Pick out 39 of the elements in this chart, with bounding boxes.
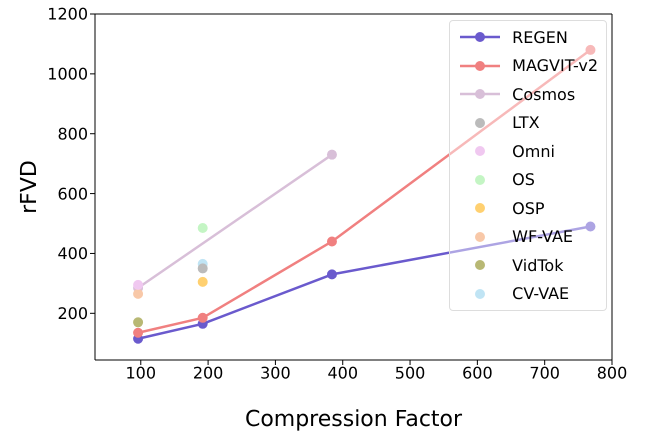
legend-label: OSP bbox=[512, 198, 545, 218]
x-tick-label: 700 bbox=[529, 363, 560, 382]
legend-label: LTX bbox=[512, 113, 540, 132]
point bbox=[326, 236, 337, 246]
x-tick-label: 400 bbox=[327, 363, 358, 382]
point bbox=[133, 288, 144, 299]
point bbox=[198, 263, 208, 274]
x-tick-label: 200 bbox=[192, 363, 224, 382]
x-tick-label: 600 bbox=[462, 363, 493, 382]
point bbox=[198, 312, 208, 323]
legend-label: WF-VAE bbox=[512, 227, 574, 246]
y-tick-label: 1000 bbox=[47, 64, 88, 84]
legend-label: MAGVIT-v2 bbox=[512, 56, 598, 76]
y-tick-label: 400 bbox=[57, 244, 88, 264]
y-tick-label: 800 bbox=[57, 124, 88, 144]
point bbox=[326, 269, 337, 280]
point bbox=[133, 317, 144, 328]
point bbox=[585, 44, 596, 55]
x-tick-label: 300 bbox=[260, 363, 291, 382]
x-tick-label: 100 bbox=[126, 363, 156, 382]
x-axis-title: Compression Factor bbox=[244, 407, 463, 432]
x-tick-label: 800 bbox=[596, 363, 628, 382]
point bbox=[133, 280, 144, 290]
legend-label: OS bbox=[512, 170, 535, 190]
legend-label: VidTok bbox=[512, 256, 564, 275]
legend-label: CV-VAE bbox=[512, 284, 570, 304]
y-axis-title: rFVD bbox=[16, 160, 42, 214]
point bbox=[326, 150, 337, 160]
point bbox=[133, 328, 144, 338]
legend-label: REGEN bbox=[512, 28, 568, 47]
legend-label: Omni bbox=[512, 142, 555, 161]
point bbox=[198, 276, 208, 287]
point bbox=[585, 222, 596, 232]
y-tick-label: 200 bbox=[57, 304, 88, 323]
x-tick-label: 500 bbox=[394, 363, 426, 382]
y-tick-label: 1200 bbox=[47, 4, 88, 24]
y-tick-label: 600 bbox=[57, 184, 88, 204]
legend-label: Cosmos bbox=[512, 84, 576, 104]
point bbox=[198, 223, 208, 234]
